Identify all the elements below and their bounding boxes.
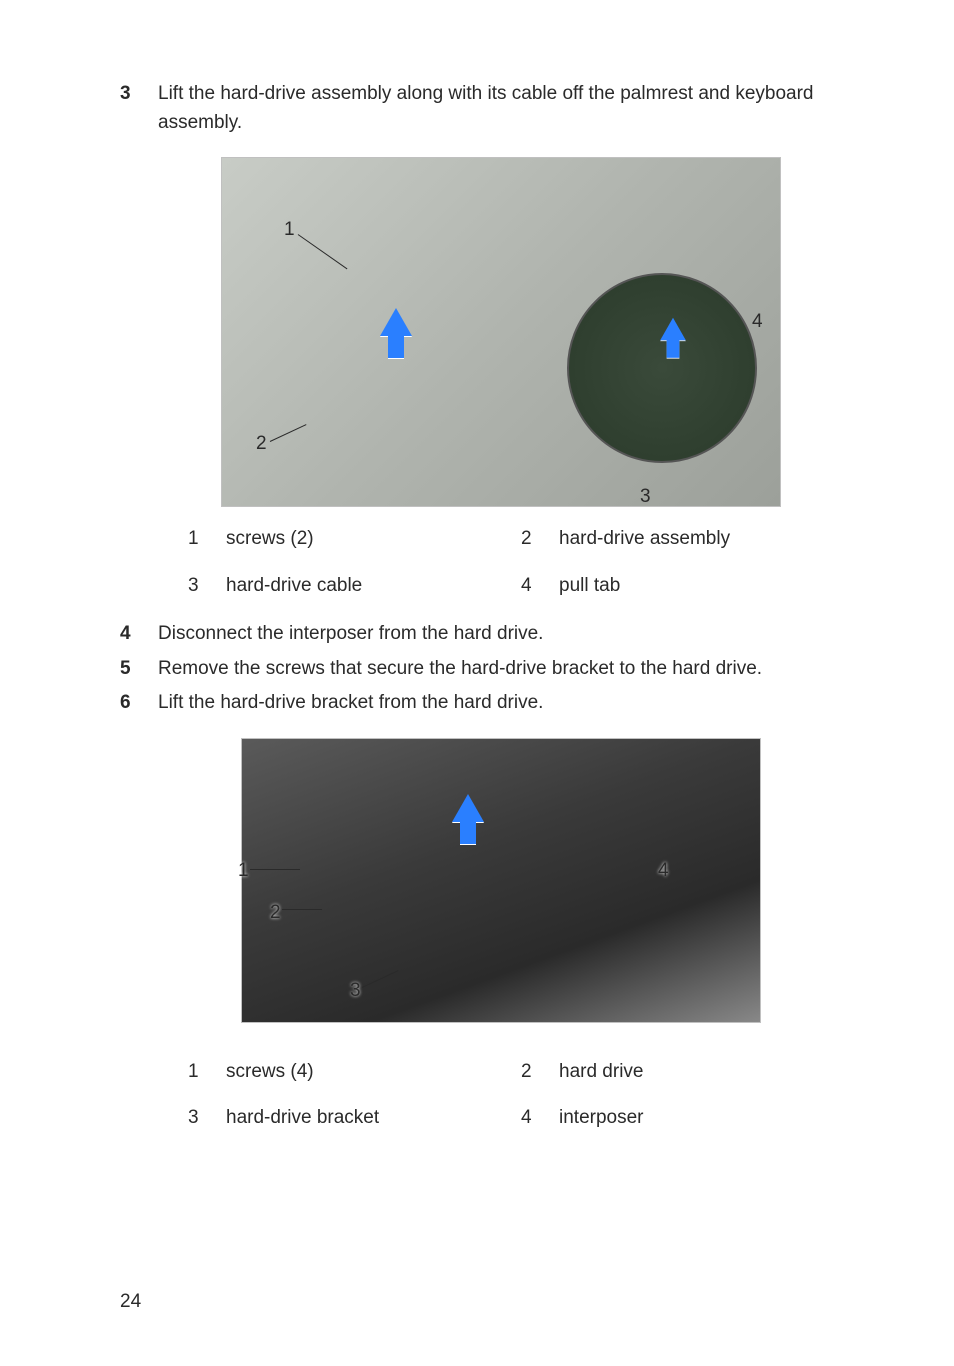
step-3-number: 3	[120, 80, 158, 137]
step-3-text: Lift the hard-drive assembly along with …	[158, 80, 844, 137]
legend-2-text-3: hard-drive bracket	[226, 1104, 511, 1133]
legend-1-text-2: hard-drive assembly	[559, 525, 844, 554]
legend-2-num-2: 2	[521, 1058, 549, 1087]
figure-2-callout-1: 1	[238, 857, 249, 886]
lead-line	[270, 424, 307, 442]
figure-2-image: 1 2 3 4	[241, 738, 761, 1023]
lead-line	[362, 970, 399, 988]
legend-2-text-4: interposer	[559, 1104, 844, 1133]
legend-2-text-1: screws (4)	[226, 1058, 511, 1087]
step-6-number: 6	[120, 689, 158, 718]
figure-2-callout-4: 4	[658, 857, 669, 886]
figure-1-callout-4: 4	[752, 308, 763, 337]
legend-1-num-1: 1	[188, 525, 216, 554]
step-4-text: Disconnect the interposer from the hard …	[158, 620, 844, 649]
figure-1-arrow-icon	[380, 308, 412, 336]
figure-1-callout-2: 2	[256, 430, 267, 459]
step-5-text: Remove the screws that secure the hard-d…	[158, 655, 844, 684]
legend-2-num-1: 1	[188, 1058, 216, 1087]
legend-2-text-2: hard drive	[559, 1058, 844, 1087]
legend-2-num-3: 3	[188, 1104, 216, 1133]
figure-1-legend: 1 screws (2) 2 hard-drive assembly 3 har…	[188, 525, 844, 600]
step-5: 5 Remove the screws that secure the hard…	[120, 655, 844, 684]
legend-1-text-1: screws (2)	[226, 525, 511, 554]
figure-1-detail-circle	[567, 273, 757, 463]
step-6-text: Lift the hard-drive bracket from the har…	[158, 689, 844, 718]
figure-1-callout-3: 3	[640, 483, 651, 512]
figure-2-arrow-icon	[452, 794, 484, 822]
lead-line	[250, 869, 300, 870]
figure-1: 1 2 3 4	[158, 157, 844, 507]
lead-line	[282, 909, 322, 910]
legend-1-num-2: 2	[521, 525, 549, 554]
page-number: 24	[120, 1288, 141, 1317]
figure-2-legend: 1 screws (4) 2 hard drive 3 hard-drive b…	[188, 1058, 844, 1133]
legend-1-num-4: 4	[521, 572, 549, 601]
figure-2-callout-3: 3	[350, 977, 361, 1006]
figure-1-detail-arrow-icon	[660, 318, 686, 340]
figure-1-image: 1 2 3 4	[221, 157, 781, 507]
figure-2: 1 2 3 4	[158, 738, 844, 1023]
figure-1-callout-1: 1	[284, 216, 295, 245]
legend-2-num-4: 4	[521, 1104, 549, 1133]
legend-1-num-3: 3	[188, 572, 216, 601]
legend-1-text-4: pull tab	[559, 572, 844, 601]
step-6: 6 Lift the hard-drive bracket from the h…	[120, 689, 844, 718]
step-5-number: 5	[120, 655, 158, 684]
step-4: 4 Disconnect the interposer from the har…	[120, 620, 844, 649]
lead-line	[298, 234, 348, 269]
step-3: 3 Lift the hard-drive assembly along wit…	[120, 80, 844, 137]
legend-1-text-3: hard-drive cable	[226, 572, 511, 601]
step-4-number: 4	[120, 620, 158, 649]
figure-2-callout-2: 2	[270, 899, 281, 928]
